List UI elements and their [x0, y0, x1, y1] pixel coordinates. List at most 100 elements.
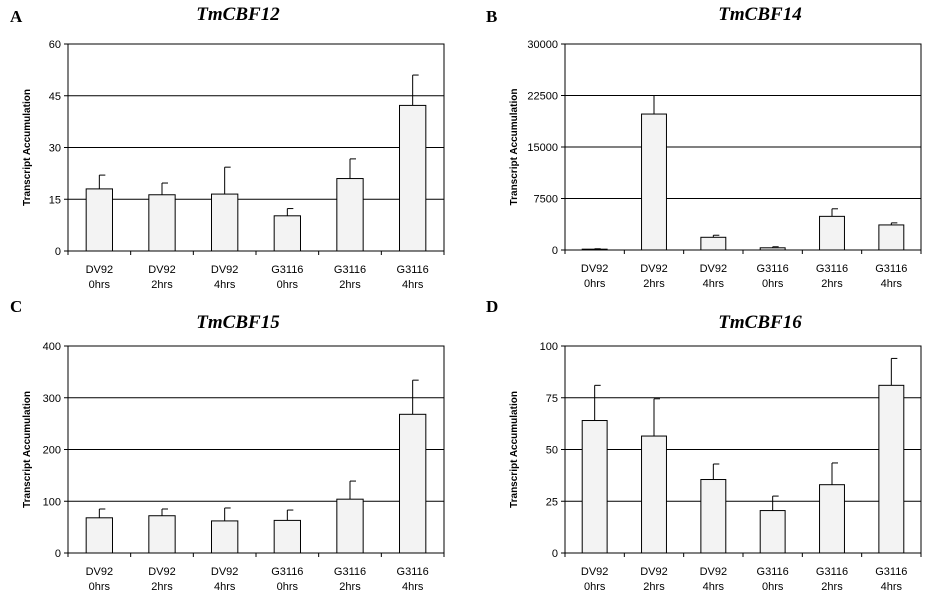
y-tick-label: 75 — [546, 393, 558, 405]
y-tick-label: 15 — [49, 194, 61, 206]
x-tick-label-line1: G3116 — [757, 566, 789, 578]
y-tick-label: 200 — [43, 445, 61, 457]
chart-panel-d: D TmCBF16 0 25 50 75 100 Transcript Accumulatio… — [486, 297, 922, 593]
x-tick-label-line2: 2hrs — [151, 279, 173, 291]
x-tick-label-line2: 0hrs — [762, 278, 784, 290]
y-tick-label: 0 — [55, 246, 61, 258]
y-tick-label: 45 — [49, 91, 61, 103]
x-tick-label-line1: G3116 — [816, 263, 848, 275]
y-axis-label: Transcript Accumulation — [509, 391, 520, 508]
x-tick-label-line2: 0hrs — [277, 279, 299, 291]
bar — [85, 188, 113, 252]
x-tick-label-line1: DV92 — [211, 566, 239, 578]
bar — [336, 498, 364, 554]
x-tick-label-line2: 0hrs — [584, 581, 606, 593]
bar — [211, 520, 239, 554]
x-tick-label-line1: G3116 — [816, 566, 848, 578]
x-tick-label-line2: 2hrs — [643, 581, 665, 593]
bar — [399, 413, 427, 554]
chart-title: TmCBF12 — [196, 4, 280, 25]
bar — [336, 178, 364, 252]
x-tick-label-line2: 2hrs — [821, 278, 843, 290]
chart-panel-b: B TmCBF14 0 7500 15000 22500 30000 Transcript A… — [486, 4, 922, 290]
bar — [211, 193, 239, 252]
x-tick-label-line1: DV92 — [700, 566, 728, 578]
bar — [759, 510, 786, 554]
y-tick-label: 15000 — [527, 142, 558, 154]
bar — [878, 224, 905, 251]
y-tick-label: 400 — [43, 341, 61, 353]
x-tick-label-line1: DV92 — [640, 263, 668, 275]
x-tick-label-line1: G3116 — [397, 566, 429, 578]
panel-letter: D — [486, 297, 498, 316]
bar — [273, 519, 301, 554]
bar — [700, 236, 727, 251]
bar — [148, 515, 176, 554]
y-tick-label: 100 — [43, 496, 61, 508]
y-axis-label: Transcript Accumulation — [22, 89, 33, 206]
x-tick-label-line1: G3116 — [875, 566, 907, 578]
y-tick-label: 100 — [540, 341, 558, 353]
x-tick-label-line1: DV92 — [700, 263, 728, 275]
bar — [581, 248, 608, 251]
bar — [399, 104, 427, 252]
x-tick-label-line2: 2hrs — [821, 581, 843, 593]
x-tick-label-line2: 4hrs — [214, 279, 236, 291]
x-tick-label-line1: G3116 — [271, 264, 303, 276]
x-tick-label-line1: DV92 — [148, 264, 176, 276]
x-tick-label-line2: 2hrs — [151, 581, 173, 593]
x-tick-label-line1: G3116 — [334, 566, 366, 578]
y-tick-label: 300 — [43, 393, 61, 405]
bar — [85, 517, 113, 554]
y-tick-label: 30 — [49, 143, 61, 155]
chart-panel-a: A TmCBF12 0 15 30 45 60 Transcript Accumulation… — [10, 4, 445, 291]
y-tick-label: 7500 — [534, 194, 558, 206]
x-tick-label-line1: DV92 — [581, 263, 609, 275]
x-tick-label-line2: 4hrs — [703, 581, 725, 593]
bar — [700, 479, 727, 554]
x-tick-label-line1: DV92 — [86, 566, 114, 578]
bar — [581, 420, 608, 554]
y-tick-label: 0 — [55, 548, 61, 560]
x-tick-label-line2: 4hrs — [402, 581, 424, 593]
x-tick-label-line2: 0hrs — [277, 581, 299, 593]
x-tick-label-line1: G3116 — [397, 264, 429, 276]
x-tick-label-line2: 0hrs — [89, 581, 111, 593]
chart-title: TmCBF14 — [718, 4, 801, 25]
y-tick-label: 60 — [49, 39, 61, 51]
x-tick-label-line1: G3116 — [875, 263, 907, 275]
x-tick-label-line1: G3116 — [271, 566, 303, 578]
x-tick-label-line2: 0hrs — [762, 581, 784, 593]
bar — [641, 113, 667, 251]
bar — [759, 247, 786, 251]
bar — [819, 484, 845, 554]
y-tick-label: 0 — [552, 245, 558, 257]
y-tick-label: 0 — [552, 548, 558, 560]
y-tick-label: 30000 — [527, 39, 558, 51]
y-axis-label: Transcript Accumulation — [509, 89, 520, 206]
x-tick-label-line1: DV92 — [581, 566, 609, 578]
x-tick-label-line1: DV92 — [148, 566, 176, 578]
bar — [273, 215, 301, 252]
x-tick-label-line1: G3116 — [334, 264, 366, 276]
y-axis-label: Transcript Accumulation — [22, 391, 33, 508]
x-tick-label-line1: DV92 — [86, 264, 114, 276]
x-tick-label-line2: 4hrs — [881, 278, 903, 290]
bar — [641, 435, 667, 554]
bar — [878, 384, 905, 554]
x-tick-label-line2: 4hrs — [214, 581, 236, 593]
x-tick-label-line2: 4hrs — [881, 581, 903, 593]
bar — [148, 194, 176, 252]
panel-letter: A — [10, 7, 23, 26]
panel-letter: C — [10, 297, 22, 316]
x-tick-label-line1: G3116 — [757, 263, 789, 275]
chart-panel-c: C TmCBF15 0 100 200 300 400 Transcript Accumula… — [10, 297, 445, 593]
chart-title: TmCBF16 — [718, 312, 802, 333]
x-tick-label-line2: 2hrs — [339, 581, 361, 593]
x-tick-label-line2: 2hrs — [643, 278, 665, 290]
x-tick-label-line1: DV92 — [640, 566, 668, 578]
y-tick-label: 50 — [546, 445, 558, 457]
chart-title: TmCBF15 — [196, 312, 280, 333]
x-tick-label-line1: DV92 — [211, 264, 239, 276]
